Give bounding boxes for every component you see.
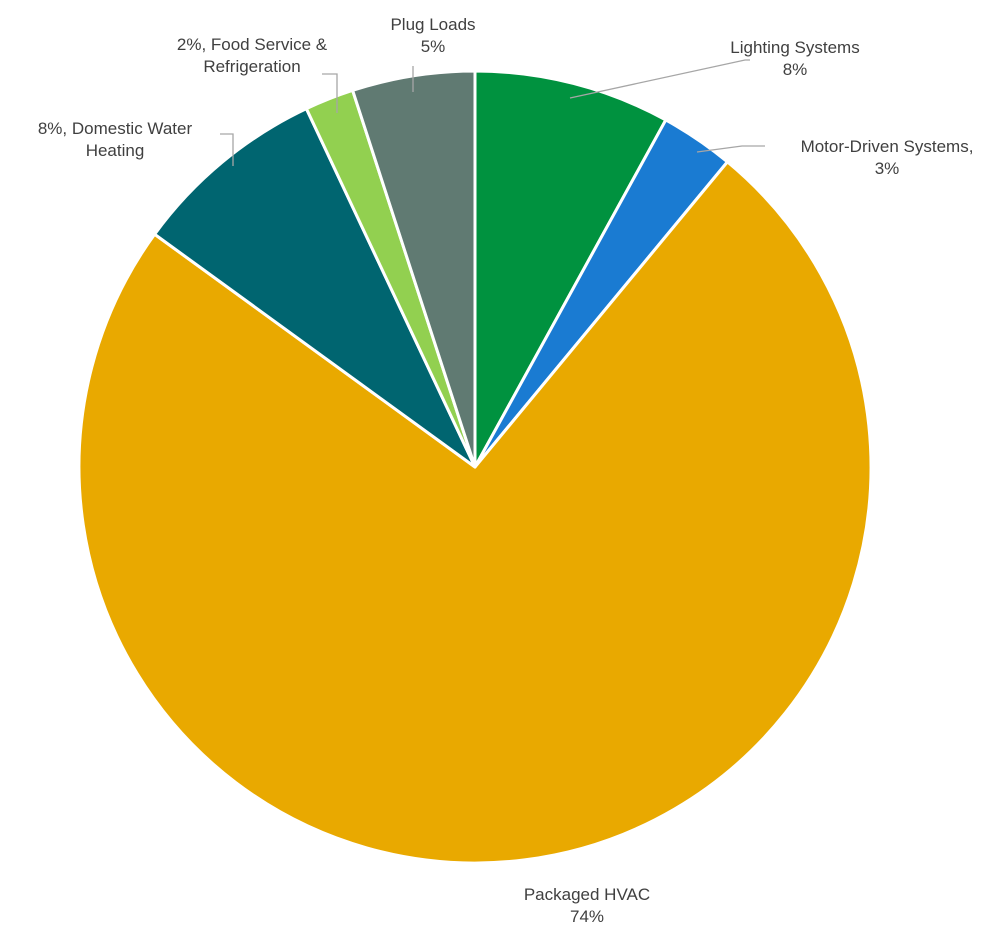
data-label-domestic-water-heating: 8%, Domestic Water Heating [38,119,193,160]
data-label-line: 8%, Domestic Water [38,119,193,138]
data-label-line: 5% [421,37,446,56]
pie-slice-lighting-systems [473,69,668,469]
pie-slice-domestic-water-heating [153,107,477,469]
data-label-line: Motor-Driven Systems, [801,137,974,156]
data-label-line: 3% [875,159,900,178]
data-label-line: 2%, Food Service & [177,35,328,54]
leader-line-food-service-refrigeration [322,73,338,113]
data-labels: Lighting Systems 8% Motor-Driven Systems, 3… [38,15,974,926]
data-label-line: Refrigeration [203,57,300,76]
data-label-food-service-refrigeration: 2%, Food Service & Refrigeration [177,35,328,76]
data-label-line: 74% [570,907,604,926]
data-label-line: Plug Loads [390,15,475,34]
leader-line-domestic-water-heating [220,133,234,166]
data-label-line: Lighting Systems [730,38,859,57]
data-label-line: Packaged HVAC [524,885,650,904]
data-label-line: Heating [86,141,145,160]
leader-lines [220,59,765,166]
data-label-packaged-hvac: Packaged HVAC 74% [524,885,650,926]
data-label-line: 8% [783,60,808,79]
leader-line-lighting-systems [569,59,750,99]
leader-line-motor-driven-systems [696,145,765,153]
data-label-lighting-systems: Lighting Systems 8% [730,38,859,79]
data-label-plug-loads: Plug Loads 5% [390,15,475,56]
pie-slices [77,69,873,865]
data-label-motor-driven-systems: Motor-Driven Systems, 3% [801,137,974,178]
pie-slice-packaged-hvac [77,160,873,865]
